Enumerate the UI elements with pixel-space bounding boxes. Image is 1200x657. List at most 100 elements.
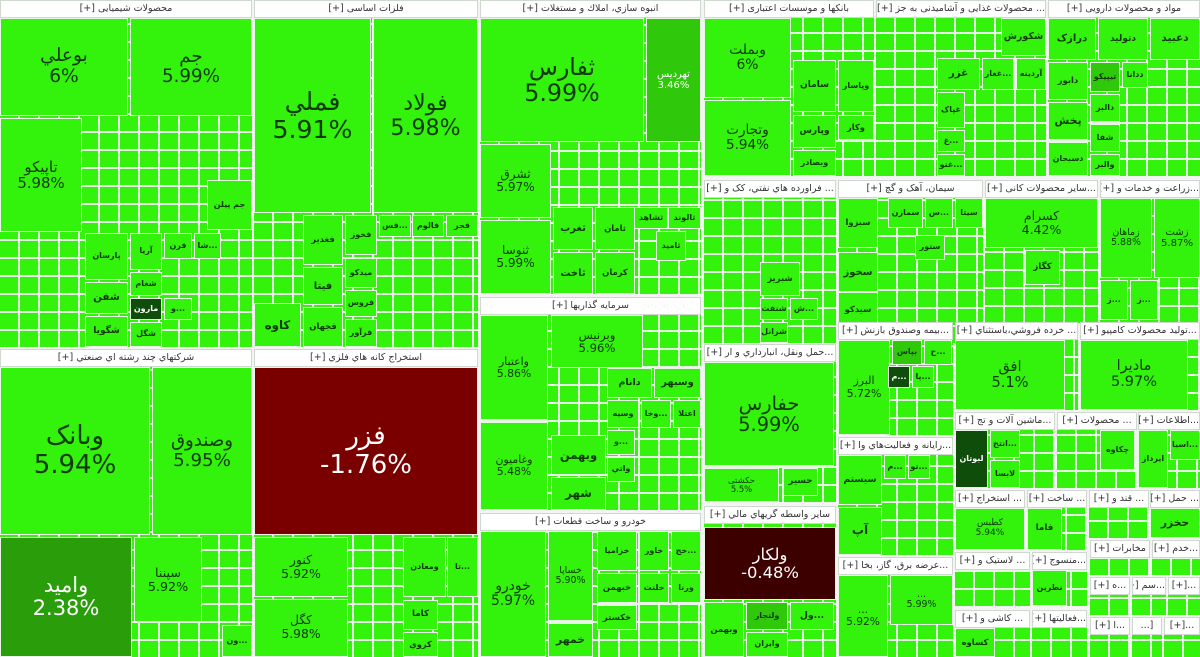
stock-tile[interactable]: ثاخت <box>553 252 593 294</box>
stock-tile[interactable]: کاما <box>403 600 438 630</box>
stock-tile[interactable]: کگاز <box>1025 250 1060 285</box>
stock-tile[interactable]: حکشتی 5.5% <box>704 468 779 502</box>
stock-tile[interactable]: شفن <box>85 282 128 314</box>
sector-header[interactable]: ... حمل [+] <box>1150 490 1200 508</box>
stock-tile[interactable]: وغامیون 5.48% <box>480 422 548 510</box>
stock-tile[interactable]: ثشرق 5.97% <box>480 144 551 218</box>
stock-tile[interactable]: میدکو <box>345 258 377 288</box>
stock-tile[interactable]: تهردیس 3.46% <box>646 18 701 142</box>
stock-tile[interactable]: وایران <box>746 632 788 657</box>
stock-tile[interactable]: کاوه <box>254 303 301 347</box>
stock-tile[interactable]: کطبس 5.94% <box>955 508 1025 550</box>
stock-tile[interactable]: وامید 2.38% <box>0 537 132 657</box>
stock-tile[interactable]: کساوه <box>955 628 995 657</box>
stock-tile[interactable]: خزامیا <box>597 531 637 571</box>
stock-tile[interactable]: ولتجار <box>746 602 788 630</box>
sector-header[interactable]: ...بیمه وصندوق بازنش [+] <box>838 322 953 340</box>
sector-header[interactable]: شرکتهاي چند رشته اي صنعتي [+] <box>0 349 252 367</box>
stock-tile[interactable]: ...خج <box>671 531 701 571</box>
stock-tile[interactable]: ...ز <box>1130 280 1158 320</box>
stock-tile[interactable]: دالبر <box>1090 94 1120 122</box>
stock-tile[interactable]: فاما <box>1027 508 1062 550</box>
sector-header[interactable]: ... محصولات [+] <box>1057 412 1137 430</box>
sector-header[interactable]: سرمایه گذاریها [+] <box>480 297 701 315</box>
sector-header[interactable]: [... <box>1132 617 1162 635</box>
stock-tile[interactable]: شگویا <box>85 316 128 347</box>
stock-tile[interactable]: خبهمن <box>597 573 637 603</box>
stock-tile[interactable]: سامان <box>793 60 836 112</box>
stock-tile[interactable]: ثالوند <box>668 207 701 229</box>
sector-header[interactable]: ... لاستیک و [+] <box>955 552 1030 570</box>
stock-tile[interactable]: ...تا <box>447 537 478 597</box>
stock-tile[interactable]: سپننا 5.92% <box>134 537 202 622</box>
sector-header[interactable]: انبوه سازي، املاك و مستغلات [+] <box>480 0 701 18</box>
stock-tile[interactable]: حفارس 5.99% <box>704 362 834 466</box>
sector-header[interactable]: ...تولید محصولات کامپیو [+] <box>1080 322 1200 340</box>
stock-tile[interactable]: وبصادر <box>793 150 836 176</box>
stock-tile[interactable]: ستور <box>915 235 945 260</box>
stock-tile[interactable]: زماهان 5.88% <box>1100 198 1152 278</box>
stock-tile[interactable]: ثشاهد <box>634 207 668 229</box>
sector-header[interactable]: ...سم [+] <box>1132 577 1166 595</box>
sector-header[interactable]: ...سایر محصولات کانی [+] <box>985 180 1098 198</box>
stock-tile[interactable]: ولکار -0.48% <box>704 527 836 600</box>
stock-tile[interactable]: وتجارت 5.94% <box>704 100 791 176</box>
sector-header[interactable]: ...[+] <box>1164 617 1200 635</box>
sector-header[interactable]: ...حمل ونقل، انبارداري و ار [+] <box>704 344 836 362</box>
stock-tile[interactable]: شهر <box>551 477 606 510</box>
stock-tile[interactable]: والبر <box>1090 154 1120 176</box>
stock-tile[interactable]: ورنا <box>671 573 701 603</box>
sector-header[interactable]: ... محصولات غذایی و آشامیدنی به جز [+] <box>876 0 1046 18</box>
sector-header[interactable]: فلزات اساسی [+] <box>254 0 478 18</box>
stock-tile[interactable]: کسرام 4.42% <box>985 198 1098 248</box>
stock-tile[interactable]: ...ح <box>924 340 952 365</box>
stock-tile[interactable]: وپارس <box>793 115 836 148</box>
stock-tile[interactable]: غزر <box>937 58 980 90</box>
stock-tile[interactable]: وکار <box>838 115 874 140</box>
sector-header[interactable]: بانکها و موسسات اعتباری [+] <box>704 0 874 18</box>
stock-tile[interactable]: مادیرا 5.97% <box>1080 340 1188 410</box>
stock-tile[interactable]: کروي <box>403 632 438 657</box>
stock-tile[interactable]: فجر <box>446 215 478 237</box>
sector-header[interactable]: ... فراورده هاي نفتي، کک و [+] <box>704 180 836 198</box>
stock-tile[interactable]: ثامید <box>656 231 686 261</box>
sector-header[interactable]: سیمان، آهک و گچ [+] <box>838 180 983 198</box>
stock-tile[interactable]: شنفت <box>760 298 788 320</box>
sector-header[interactable]: ...منسوج [+] <box>1032 552 1087 570</box>
stock-tile[interactable]: جم 5.99% <box>130 18 252 116</box>
stock-tile[interactable]: شرانل <box>760 322 788 343</box>
stock-tile[interactable]: خمهر <box>548 623 593 657</box>
stock-tile[interactable]: واتي <box>607 457 635 482</box>
stock-tile[interactable]: البرز 5.72% <box>838 340 890 435</box>
stock-tile[interactable]: وبهمن <box>551 435 606 475</box>
stock-tile[interactable]: شگل <box>130 322 162 347</box>
stock-tile[interactable]: پخش <box>1048 102 1088 140</box>
stock-tile[interactable]: ...ش <box>790 298 818 320</box>
stock-tile[interactable]: بوعلي 6% <box>0 18 128 116</box>
stock-tile[interactable]: دانام <box>607 368 652 398</box>
stock-tile[interactable]: خودرو 5.97% <box>480 531 546 657</box>
stock-tile[interactable]: وبانک 5.94% <box>0 367 150 535</box>
stock-tile[interactable]: اعتلا <box>673 400 701 428</box>
stock-tile[interactable]: جم پیلن <box>207 180 252 230</box>
stock-tile[interactable]: دسبحان <box>1048 142 1088 176</box>
sector-header[interactable]: ... کاشی و [+] <box>955 610 1030 628</box>
sector-header[interactable]: ... خرده فروشي،باستثناي [+] <box>955 322 1078 340</box>
stock-tile[interactable]: سخوز <box>838 252 878 292</box>
stock-tile[interactable]: خکستر <box>597 605 637 630</box>
stock-tile[interactable]: ثغرب <box>553 207 593 250</box>
stock-tile[interactable]: ...انتخ <box>990 430 1020 458</box>
stock-tile[interactable]: خاور <box>639 531 669 571</box>
stock-tile[interactable]: پارسان <box>85 233 128 280</box>
stock-tile[interactable]: وپاسار <box>838 60 874 112</box>
stock-tile[interactable]: حسیر <box>783 468 818 496</box>
sector-header[interactable]: خودرو و ساخت قطعات [+] <box>480 513 701 531</box>
stock-tile[interactable]: شبریز <box>760 262 800 296</box>
stock-tile[interactable]: ...غغار <box>982 58 1014 90</box>
stock-tile[interactable]: ...شا <box>194 233 221 259</box>
stock-tile[interactable]: دتولید <box>1098 18 1148 60</box>
sector-header[interactable]: ...رایانه و فعالیت‌هاي وا [+] <box>838 437 953 455</box>
stock-tile[interactable]: ...و <box>164 298 192 320</box>
stock-tile[interactable]: آپ <box>838 507 882 555</box>
stock-tile[interactable]: وصندوق 5.95% <box>152 367 252 535</box>
